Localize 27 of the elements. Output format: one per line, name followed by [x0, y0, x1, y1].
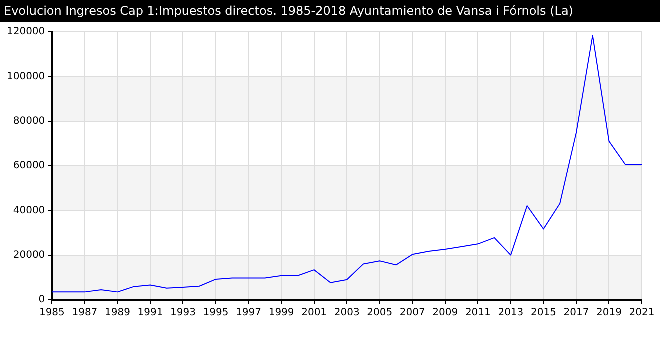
x-tick-label: 2001	[302, 308, 328, 319]
x-tick-label: 1993	[170, 308, 196, 319]
x-tick-label: 2013	[498, 308, 524, 319]
x-tick-label: 2019	[596, 308, 622, 319]
y-tick-label: 0	[38, 294, 46, 306]
x-tick-label: 2007	[400, 308, 426, 319]
x-tick-label: 2015	[530, 308, 556, 319]
y-tick-label: 40000	[13, 205, 46, 216]
x-tick-label: 2021	[629, 308, 655, 319]
y-tick-label: 60000	[13, 160, 46, 172]
x-tick-label: 1987	[72, 308, 98, 319]
y-tick-label: 120000	[6, 26, 46, 38]
chart-title: Evolucion Ingresos Cap 1:Impuestos directos. 1985-2018 Ayuntamiento de Vansa i Fórnols (La)	[0, 0, 660, 22]
y-tick-label: 100000	[6, 71, 46, 82]
x-tick-label: 2005	[367, 308, 393, 319]
x-tick-label: 2011	[465, 308, 491, 319]
x-tick-label: 1989	[104, 308, 130, 319]
x-tick-label: 1997	[236, 308, 262, 319]
x-tick-label: 2017	[564, 308, 590, 319]
y-tick-label: 80000	[13, 116, 46, 127]
x-tick-label: 1999	[268, 308, 294, 319]
x-tick-label: 1991	[138, 308, 164, 319]
x-tick-label: 2003	[334, 308, 360, 319]
x-tick-label: 2009	[432, 308, 458, 319]
x-tick-label: 1995	[203, 308, 229, 319]
y-tick-label: 20000	[13, 250, 46, 261]
x-tick-label: 1985	[39, 308, 65, 319]
